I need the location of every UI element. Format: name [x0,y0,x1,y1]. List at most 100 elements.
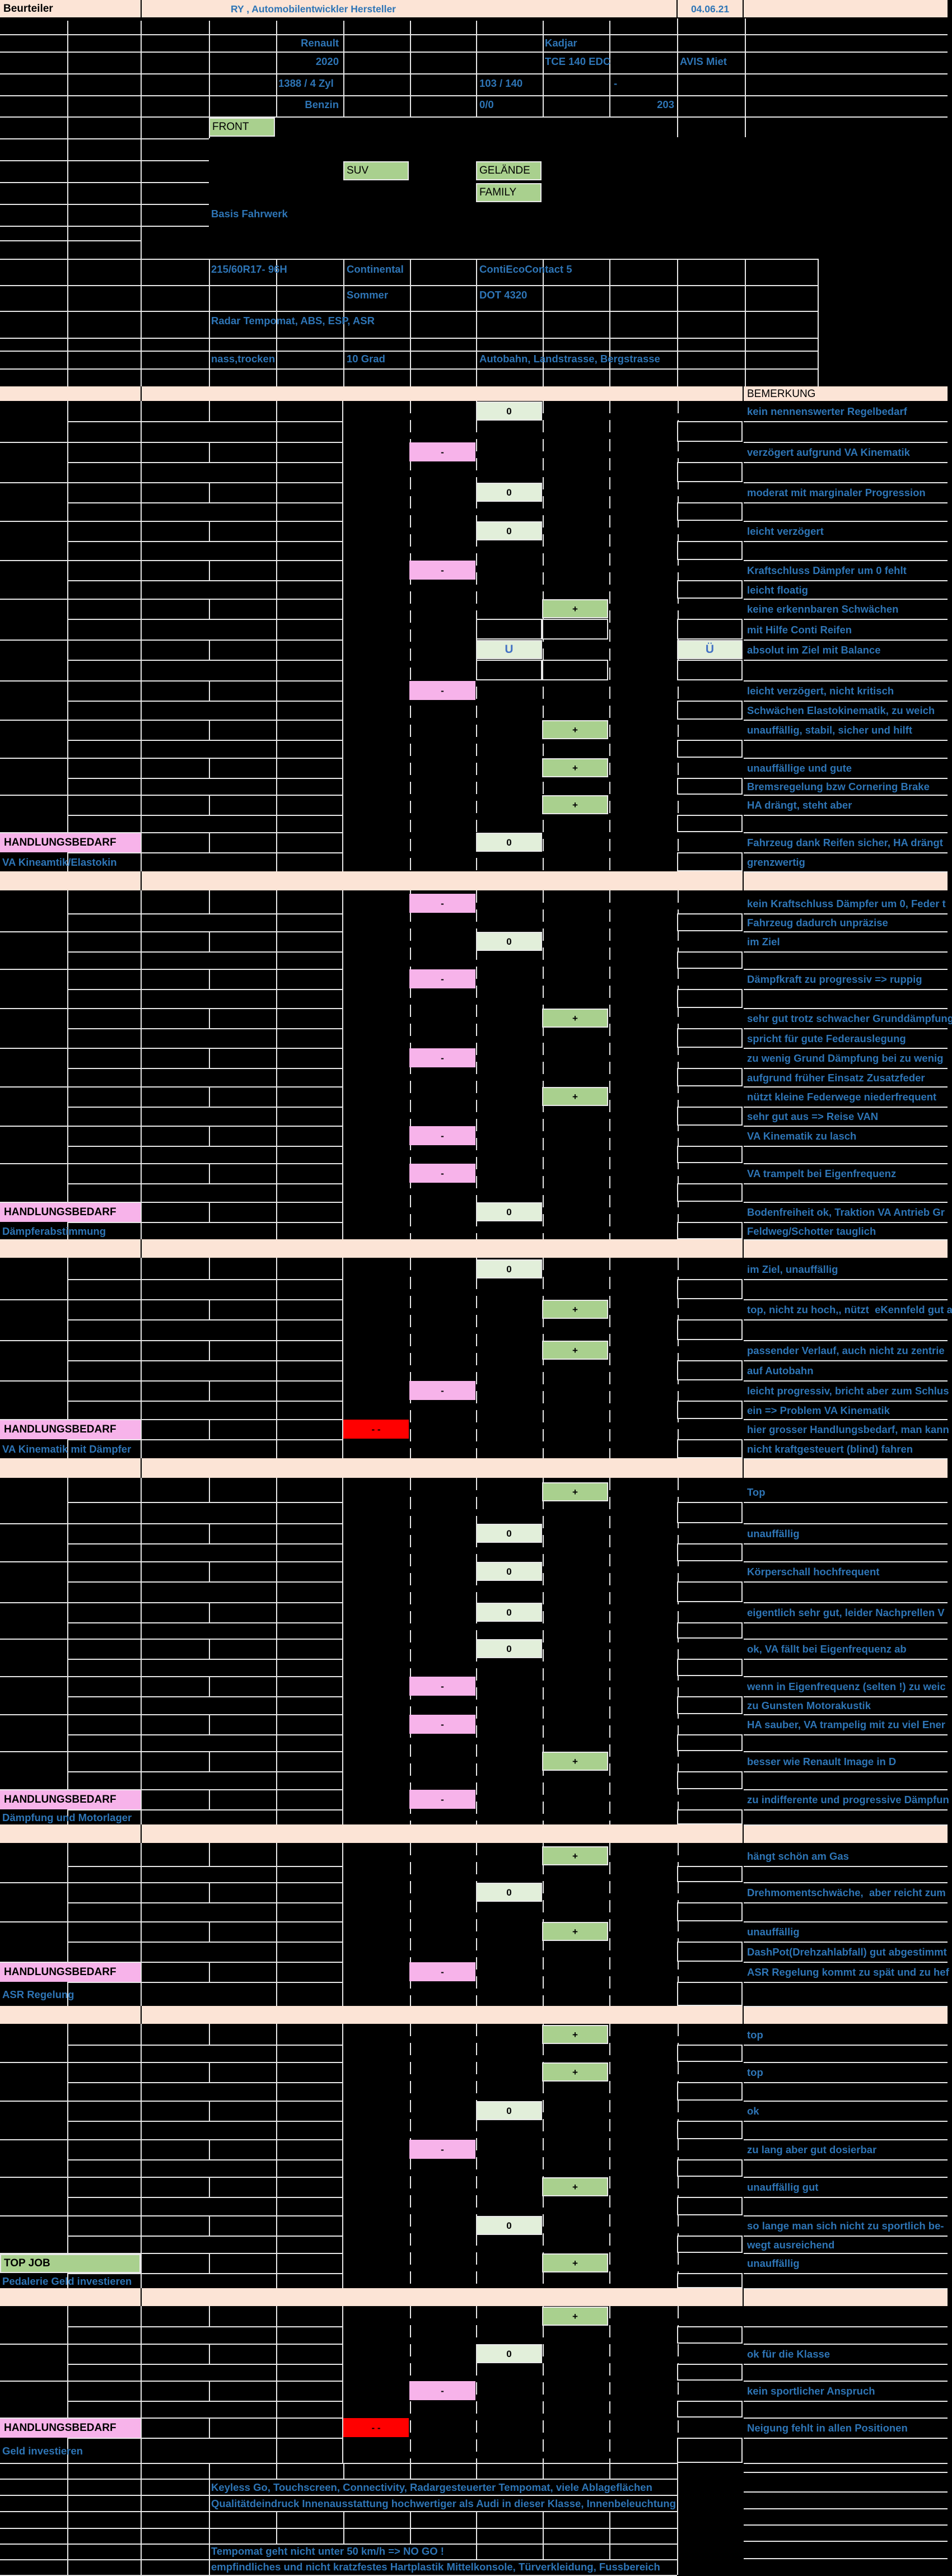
segment-b-cell[interactable] [476,183,542,202]
rating-cell[interactable] [476,1603,542,1622]
tire-season-value: Sommer [347,289,389,301]
rating-cell[interactable] [542,1846,608,1865]
title-cell[interactable] [142,0,676,17]
rating-cell[interactable] [476,1639,542,1658]
rating-cell[interactable] [409,1790,475,1809]
rating-cell[interactable] [476,2216,542,2235]
rating-cell[interactable] [476,932,542,951]
row-vline [276,1561,277,1581]
topjob-cell[interactable] [0,2254,141,2273]
footer-vline [677,2495,678,2511]
handlungsbedarf-cell[interactable] [0,833,141,852]
row-vline [141,1360,142,1380]
rating-cell[interactable] [542,1752,608,1771]
rating-cell[interactable] [409,2140,475,2159]
row-vline [141,502,142,521]
rating-cell[interactable] [409,681,475,700]
rating-cell[interactable] [409,1962,475,1981]
row-vline [141,1751,142,1771]
row-vline [276,1202,277,1222]
row-hline [67,462,342,463]
row-vline [342,2344,343,2364]
rating-cell[interactable] [542,599,608,618]
rating-cell[interactable] [542,758,608,777]
comment-underline [744,989,948,990]
row-hline [67,2197,342,2198]
row-vline [342,701,343,720]
footer-vline [476,2511,477,2528]
row-vline [276,2306,277,2326]
rating-cell[interactable] [476,1524,542,1543]
rating-cell[interactable] [542,795,608,814]
rating-cell[interactable] [476,2101,542,2120]
rating-cell[interactable] [542,1922,608,1941]
rating-cell[interactable] [476,402,542,421]
handlungsbedarf-cell[interactable] [0,1203,141,1222]
drive-cell[interactable] [209,118,275,137]
rating-cell[interactable] [409,894,475,913]
rating-cell[interactable] [476,1562,542,1581]
footer-vline [476,2528,477,2544]
rating-cell[interactable] [476,521,542,540]
rating-cell[interactable] [542,1300,608,1319]
row-hline [0,2215,342,2216]
comment-text: hängt schön am Gas [747,1850,849,1862]
rating-cell[interactable] [542,2025,608,2044]
row-vline [141,1639,142,1659]
rating-cell[interactable] [476,833,542,852]
comment-text: Drehmomentschwäche, aber reicht zum [747,1887,946,1898]
rating-cell[interactable] [409,1677,475,1696]
rating-cell[interactable] [542,1482,608,1501]
handlungsbedarf-cell[interactable] [0,1963,141,1982]
row-vline [276,1622,277,1639]
rating-cell[interactable] [476,2344,542,2363]
rating-cell[interactable] [542,2177,608,2196]
rating-cell[interactable] [409,442,475,461]
rating-cell[interactable] [476,1202,542,1221]
rating-cell[interactable] [542,2307,608,2326]
row-vline [276,1771,277,1789]
rating-cell[interactable] [409,561,475,580]
handlungsbedarf-cell[interactable] [0,1420,141,1439]
rating-cell[interactable] [409,2381,475,2400]
row-vline [276,1751,277,1771]
row-vline [141,1921,142,1942]
rating-cell[interactable] [476,1259,542,1278]
body-type-cell[interactable] [343,161,409,180]
rating-cell[interactable] [476,483,542,502]
info-grid-hline [0,138,209,139]
rating-cell-u[interactable] [476,640,542,659]
rating-cell[interactable] [542,1341,608,1360]
handlungsbedarf-cell[interactable] [0,1790,141,1809]
rating-cell[interactable] [409,969,475,988]
rating-cell[interactable] [409,1126,475,1145]
rating-cell[interactable] [409,1715,475,1734]
row-vline [276,2159,277,2177]
segment-a-cell[interactable] [476,161,542,180]
comment-text: kein Kraftschluss Dämpfer um 0, Feder t [747,898,946,909]
date-cell[interactable] [678,0,743,17]
row-hline [67,660,342,661]
rating-cell[interactable] [343,2418,409,2437]
handlungsbedarf-cell[interactable] [0,2419,141,2438]
rating-cell[interactable] [409,1164,475,1183]
row-vline [141,989,142,1008]
rating-cell[interactable] [542,1087,608,1106]
rating-cell[interactable] [542,2062,608,2082]
rating-cell[interactable] [542,720,608,739]
rating-column-dashed-line [410,1843,411,2006]
assessor-cell[interactable] [0,0,141,17]
rating-cell[interactable] [542,1009,608,1028]
rating-cell[interactable] [542,2253,608,2272]
comment-underline [744,2139,948,2140]
rating-cell[interactable] [343,1420,409,1439]
rating-cell[interactable] [409,1048,475,1067]
row-vline [141,1146,142,1163]
row-vline [209,931,210,951]
row-vline [342,2159,343,2177]
sheet-date: 04.06.21 [690,3,730,15]
rating-cell-ue[interactable] [677,640,743,659]
footer-hline [0,2495,677,2496]
rating-cell[interactable] [409,1381,475,1400]
rating-cell[interactable] [476,1883,542,1902]
